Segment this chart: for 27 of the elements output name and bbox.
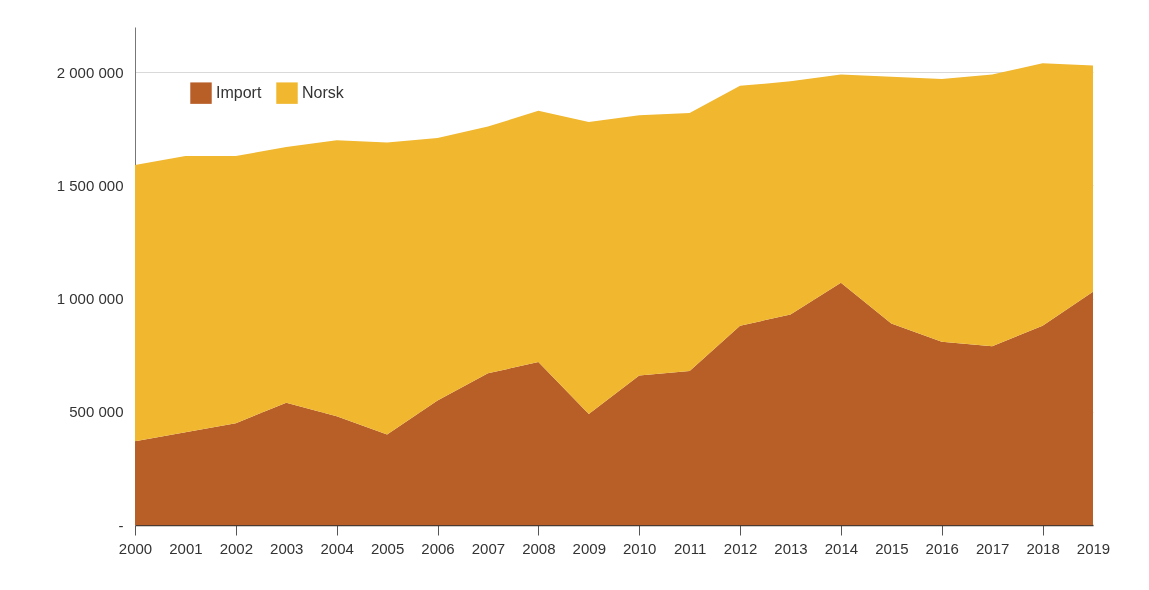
x-tick-label: 2012: [723, 539, 758, 557]
y-tick-label: 1 500 000: [56, 176, 124, 194]
x-tick-label: 2016: [925, 539, 959, 557]
y-tick-label: 500 000: [69, 403, 124, 421]
x-tick-label: 2002: [219, 539, 254, 557]
y-tick-label: 2 000 000: [56, 63, 124, 81]
x-tick-label: 2004: [320, 539, 354, 557]
y-tick-label: -: [118, 516, 124, 534]
x-tick-label: 2006: [421, 539, 455, 557]
x-tick-label: 2009: [572, 539, 606, 557]
x-tick-label: 2015: [875, 539, 909, 557]
x-tick-label: 2011: [674, 539, 707, 557]
x-tick-label: 2019: [1076, 539, 1111, 557]
x-tick-label: 2003: [270, 539, 304, 557]
x-tick-label: 2017: [975, 539, 1010, 557]
y-tick-label: 1 000 000: [56, 290, 124, 308]
legend-label: Norsk: [302, 84, 345, 102]
x-tick-label: 2013: [774, 539, 808, 557]
x-tick-label: 2005: [370, 539, 405, 557]
x-tick-label: 2018: [1026, 539, 1060, 557]
x-tick-label: 2007: [471, 539, 506, 557]
x-tick-label: 2010: [623, 539, 657, 557]
legend-label: Import: [216, 84, 262, 102]
x-tick-label: 2008: [522, 539, 556, 557]
x-tick-label: 2001: [169, 539, 203, 557]
x-tick-label: 2014: [824, 539, 859, 557]
x-tick-label: 2000: [118, 539, 153, 557]
